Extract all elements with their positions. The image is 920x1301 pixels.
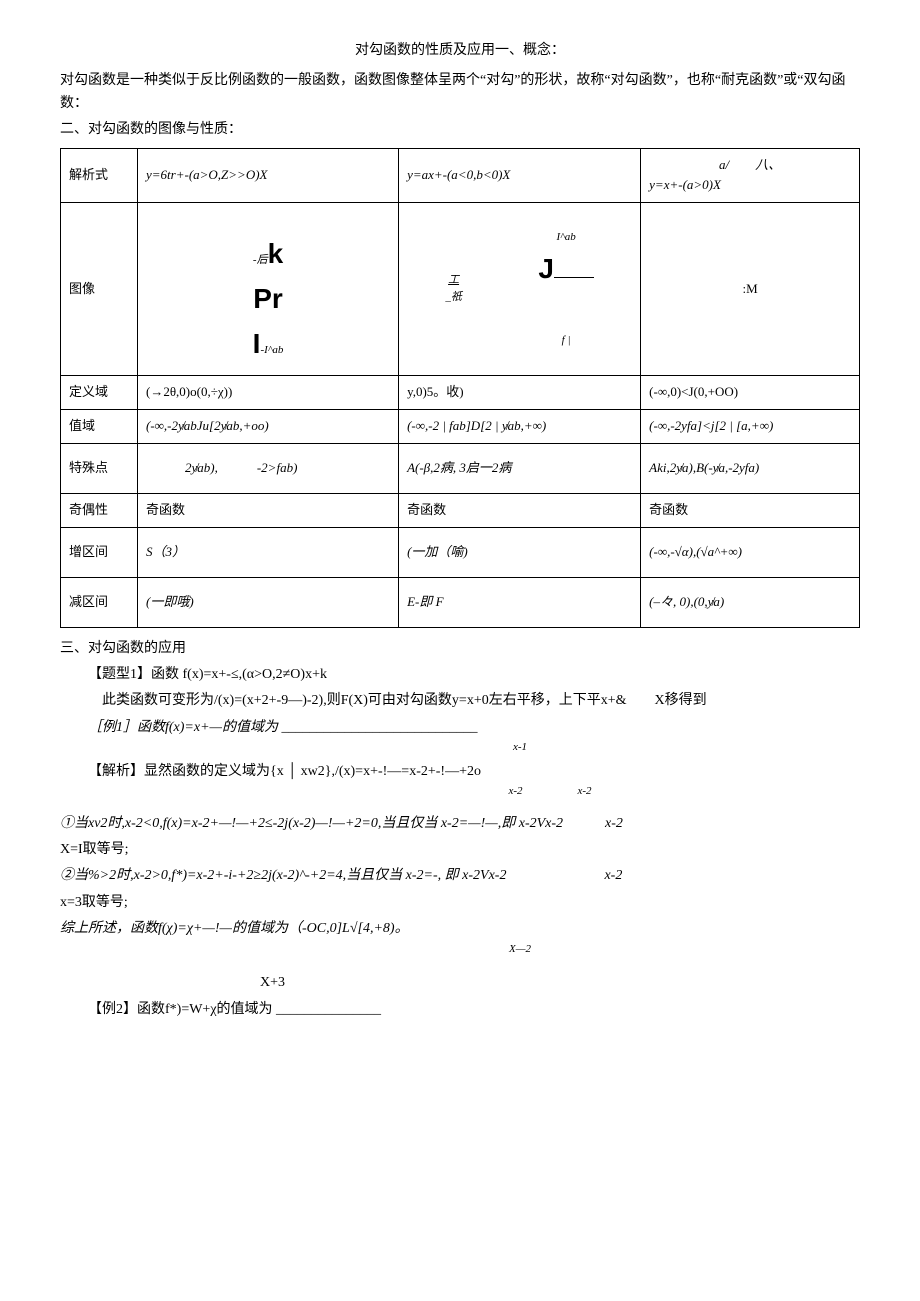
intro-paragraph-2: 二、对勾函数的图像与性质： bbox=[60, 119, 860, 141]
table-row: 特殊点 2y̸ab), -2>fab) A(-β,2病, 3启一2病 Aki,2… bbox=[61, 443, 860, 493]
cell-parity-2: 奇函数 bbox=[399, 493, 641, 527]
row-label: 解析式 bbox=[61, 148, 138, 203]
table-row: 奇偶性 奇函数 奇函数 奇函数 bbox=[61, 493, 860, 527]
row-label: 增区间 bbox=[61, 527, 138, 577]
section-3-heading: 三、对勾函数的应用 bbox=[60, 638, 860, 660]
cell-analytic-3: a/ 八、 y=x+-(a>0)X bbox=[641, 148, 860, 203]
cell-dec-1: (一即哦) bbox=[138, 577, 399, 627]
type1-title: 【题型1】函数 f(x)=x+-≤,(α>O,2≠O)x+k bbox=[60, 664, 860, 686]
example1-analysis-sub: x-2 x-2 bbox=[240, 783, 860, 801]
cell-range-1: (-∞,-2y̸abJu[2y̸ab,+oo) bbox=[138, 409, 399, 443]
example1-sub: x-1 bbox=[180, 739, 860, 757]
cell-inc-1: S（3） bbox=[138, 527, 399, 577]
row-label: 图像 bbox=[61, 203, 138, 376]
table-row: 图像 -后k Pr I-I^ab 工 _祇 I^ab J f | :M bbox=[61, 203, 860, 376]
type1-paragraph: 此类函数可变形为/(x)=(x+2+-9—)-2),则F(X)可由对勾函数y=x… bbox=[60, 690, 860, 712]
table-row: 定义域 (→2θ,0)o(0,÷χ)) y,0)5。收) (-∞,0)<J(0,… bbox=[61, 376, 860, 410]
cell-domain-2: y,0)5。收) bbox=[399, 376, 641, 410]
example1-conclusion: 综上所述，函数f(χ)=χ+—!—的值域为（-OC,0]L√[4,+8)。 bbox=[60, 918, 860, 940]
cell-image-2: 工 _祇 I^ab J f | bbox=[399, 203, 641, 376]
cell-dec-2: E-即 F bbox=[399, 577, 641, 627]
cell-inc-2: (一加（喻) bbox=[399, 527, 641, 577]
cell-parity-3: 奇函数 bbox=[641, 493, 860, 527]
cell-special-3: Aki,2y̸a),B(-y̸a,-2yfa) bbox=[641, 443, 860, 493]
cell-image-1: -后k Pr I-I^ab bbox=[138, 203, 399, 376]
row-label: 值域 bbox=[61, 409, 138, 443]
cell-parity-1: 奇函数 bbox=[138, 493, 399, 527]
table-row: 值域 (-∞,-2y̸abJu[2y̸ab,+oo) (-∞,-2 | fab]… bbox=[61, 409, 860, 443]
row-label: 定义域 bbox=[61, 376, 138, 410]
example1-title: ［例1］函数f(x)=x+—的值域为 _____________________… bbox=[60, 717, 860, 739]
cell-domain-3: (-∞,0)<J(0,+OO) bbox=[641, 376, 860, 410]
properties-table: 解析式 y=6tr+-(a>O,Z>>O)X y=ax+-(a<0,b<0)X … bbox=[60, 148, 860, 628]
row-label: 特殊点 bbox=[61, 443, 138, 493]
table-row: 增区间 S（3） (一加（喻) (-∞,-√α),(√a^+∞) bbox=[61, 527, 860, 577]
cell-dec-3: (–々, 0),(0,y̸a) bbox=[641, 577, 860, 627]
example1-case2: ②当%>2时,x-2>0,f*)=x-2+-i-+2≥2j(x-2)^-+2=4… bbox=[60, 865, 860, 887]
example1-case1b: X=I取等号; bbox=[60, 839, 860, 861]
cell-range-3: (-∞,-2yfa]<j[2 | [a,+∞) bbox=[641, 409, 860, 443]
row-label: 奇偶性 bbox=[61, 493, 138, 527]
intro-paragraph-1: 对勾函数是一种类似于反比例函数的一般函数，函数图像整体呈两个“对勾”的形状，故称… bbox=[60, 70, 860, 115]
cell-inc-3: (-∞,-√α),(√a^+∞) bbox=[641, 527, 860, 577]
example2-numerator: X+3 bbox=[260, 972, 860, 994]
cell-special-1: 2y̸ab), -2>fab) bbox=[138, 443, 399, 493]
cell-range-2: (-∞,-2 | fab]D[2 | y̸ab,+∞) bbox=[399, 409, 641, 443]
table-row: 减区间 (一即哦) E-即 F (–々, 0),(0,y̸a) bbox=[61, 577, 860, 627]
cell-analytic-2: y=ax+-(a<0,b<0)X bbox=[399, 148, 641, 203]
table-row: 解析式 y=6tr+-(a>O,Z>>O)X y=ax+-(a<0,b<0)X … bbox=[61, 148, 860, 203]
example1-case2b: x=3取等号; bbox=[60, 892, 860, 914]
cell-special-2: A(-β,2病, 3启一2病 bbox=[399, 443, 641, 493]
cell-domain-1: (→2θ,0)o(0,÷χ)) bbox=[138, 376, 399, 410]
example1-conclusion-sub: X—2 bbox=[180, 941, 860, 959]
example1-case1: ①当xv2时,x-2<0,f(x)=x-2+—!—+2≤-2j(x-2)—!—+… bbox=[60, 813, 860, 835]
document-title: 对勾函数的性质及应用一、概念： bbox=[60, 40, 860, 62]
row-label: 减区间 bbox=[61, 577, 138, 627]
cell-image-3: :M bbox=[641, 203, 860, 376]
example1-analysis: 【解析】显然函数的定义域为{x │ xw2},/(x)=x+-!—=x-2+-!… bbox=[60, 761, 860, 783]
cell-analytic-1: y=6tr+-(a>O,Z>>O)X bbox=[138, 148, 399, 203]
example2-title: 【例2】函数f*)=W+χ的值域为 _______________ bbox=[60, 999, 860, 1021]
